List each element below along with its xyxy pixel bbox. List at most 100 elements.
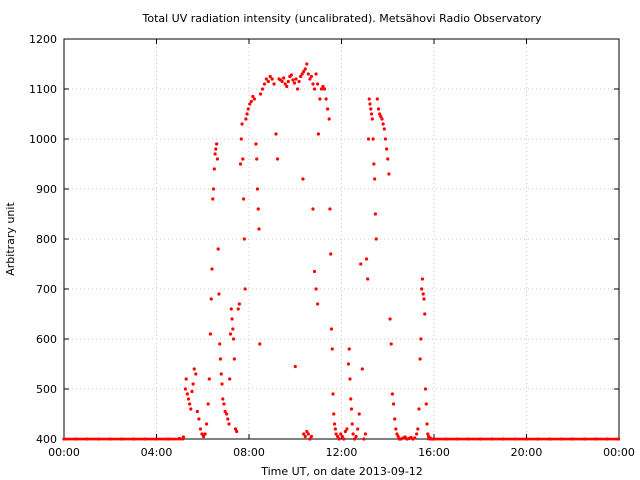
uv-data-point bbox=[423, 387, 428, 391]
uv-data-point bbox=[221, 397, 225, 401]
uv-data-point bbox=[426, 432, 430, 436]
uv-data-point bbox=[239, 137, 243, 141]
uv-data-point bbox=[184, 377, 188, 381]
uv-data-point bbox=[420, 287, 424, 291]
uv-data-point bbox=[333, 427, 337, 431]
x-tick-label: 00:00 bbox=[48, 446, 80, 459]
uv-data-point bbox=[303, 67, 307, 71]
uv-data-point bbox=[255, 187, 260, 191]
uv-data-point bbox=[293, 364, 297, 369]
uv-data-point bbox=[201, 434, 206, 439]
uv-data-point bbox=[342, 437, 346, 441]
uv-data-point bbox=[362, 437, 366, 441]
uv-data-point bbox=[227, 422, 231, 426]
uv-data-point bbox=[228, 377, 232, 381]
y-tick-label: 1100 bbox=[29, 83, 57, 96]
uv-data-point bbox=[230, 317, 234, 321]
uv-data-point bbox=[418, 357, 422, 361]
uv-data-point bbox=[329, 252, 333, 256]
uv-data-point bbox=[359, 262, 363, 266]
uv-data-point bbox=[382, 127, 386, 131]
uv-data-point bbox=[311, 207, 315, 211]
y-tick-label: 800 bbox=[36, 233, 57, 246]
uv-data-point bbox=[356, 427, 360, 431]
uv-data-point bbox=[322, 87, 327, 91]
y-tick-label: 1200 bbox=[29, 33, 57, 46]
uv-data-point bbox=[242, 197, 246, 201]
uv-data-point bbox=[345, 427, 349, 431]
uv-data-point bbox=[368, 102, 372, 106]
x-tick-label: 04:00 bbox=[141, 446, 173, 459]
uv-data-point bbox=[217, 292, 221, 296]
uv-data-point bbox=[274, 132, 278, 136]
uv-data-point bbox=[207, 377, 211, 381]
uv-data-point bbox=[327, 117, 331, 121]
uv-data-point bbox=[275, 157, 280, 161]
uv-data-point bbox=[380, 117, 384, 121]
x-tick-label: 00:00 bbox=[603, 446, 635, 459]
uv-data-point bbox=[297, 79, 301, 84]
uv-data-point bbox=[299, 74, 303, 79]
uv-data-point bbox=[350, 422, 354, 426]
uv-data-point bbox=[363, 432, 367, 436]
uv-data-point bbox=[334, 432, 338, 436]
x-tick-label: 12:00 bbox=[326, 446, 358, 459]
points-layer bbox=[62, 62, 621, 441]
uv-data-point bbox=[311, 82, 315, 86]
uv-data-point bbox=[423, 312, 427, 316]
uv-data-point bbox=[235, 429, 239, 434]
uv-data-point bbox=[417, 407, 421, 411]
uv-data-point bbox=[366, 137, 371, 141]
uv-data-point bbox=[291, 78, 295, 82]
uv-data-point bbox=[218, 357, 223, 361]
uv-data-point bbox=[186, 397, 191, 401]
uv-data-point bbox=[328, 207, 332, 211]
uv-data-point bbox=[425, 422, 429, 426]
uv-data-point bbox=[300, 72, 304, 76]
uv-data-point bbox=[353, 437, 357, 441]
uv-data-point bbox=[258, 342, 262, 346]
uv-data-point bbox=[214, 147, 218, 151]
uv-data-point bbox=[190, 389, 194, 394]
uv-data-point bbox=[211, 197, 215, 201]
uv-data-point bbox=[272, 82, 276, 86]
uv-data-point bbox=[331, 392, 335, 396]
uv-data-point bbox=[375, 97, 379, 101]
x-tick-label: 16:00 bbox=[418, 446, 450, 459]
y-tick-label: 500 bbox=[36, 383, 57, 396]
uv-data-point bbox=[206, 402, 210, 406]
uv-data-point bbox=[415, 432, 419, 436]
uv-data-point bbox=[231, 337, 236, 341]
uv-data-point bbox=[255, 157, 259, 161]
uv-data-point bbox=[189, 407, 193, 411]
uv-data-point bbox=[324, 97, 328, 101]
uv-data-point bbox=[183, 387, 188, 391]
uv-data-point bbox=[366, 277, 370, 281]
uv-data-point bbox=[396, 434, 400, 439]
uv-data-point bbox=[419, 337, 423, 341]
uv-data-point bbox=[233, 427, 238, 431]
uv-data-point bbox=[242, 237, 246, 241]
uv-data-point bbox=[395, 432, 399, 436]
uv-data-point bbox=[424, 402, 428, 406]
uv-data-point bbox=[349, 407, 354, 411]
uv-data-point bbox=[314, 72, 318, 76]
uv-data-point bbox=[210, 267, 214, 271]
uv-data-point bbox=[270, 77, 274, 81]
uv-data-point bbox=[340, 434, 344, 439]
uv-data-point bbox=[246, 107, 250, 111]
uv-data-point bbox=[316, 302, 320, 306]
uv-data-point bbox=[238, 162, 243, 166]
uv-data-point bbox=[390, 392, 394, 396]
uv-data-point bbox=[309, 434, 314, 439]
uv-data-point bbox=[205, 422, 209, 426]
uv-data-point bbox=[258, 92, 263, 96]
uv-data-point bbox=[249, 99, 253, 104]
uv-data-point bbox=[195, 409, 199, 414]
uv-data-point bbox=[295, 87, 300, 91]
uv-data-point bbox=[229, 307, 233, 311]
uv-data-point bbox=[321, 84, 325, 89]
uv-data-point bbox=[329, 327, 334, 331]
